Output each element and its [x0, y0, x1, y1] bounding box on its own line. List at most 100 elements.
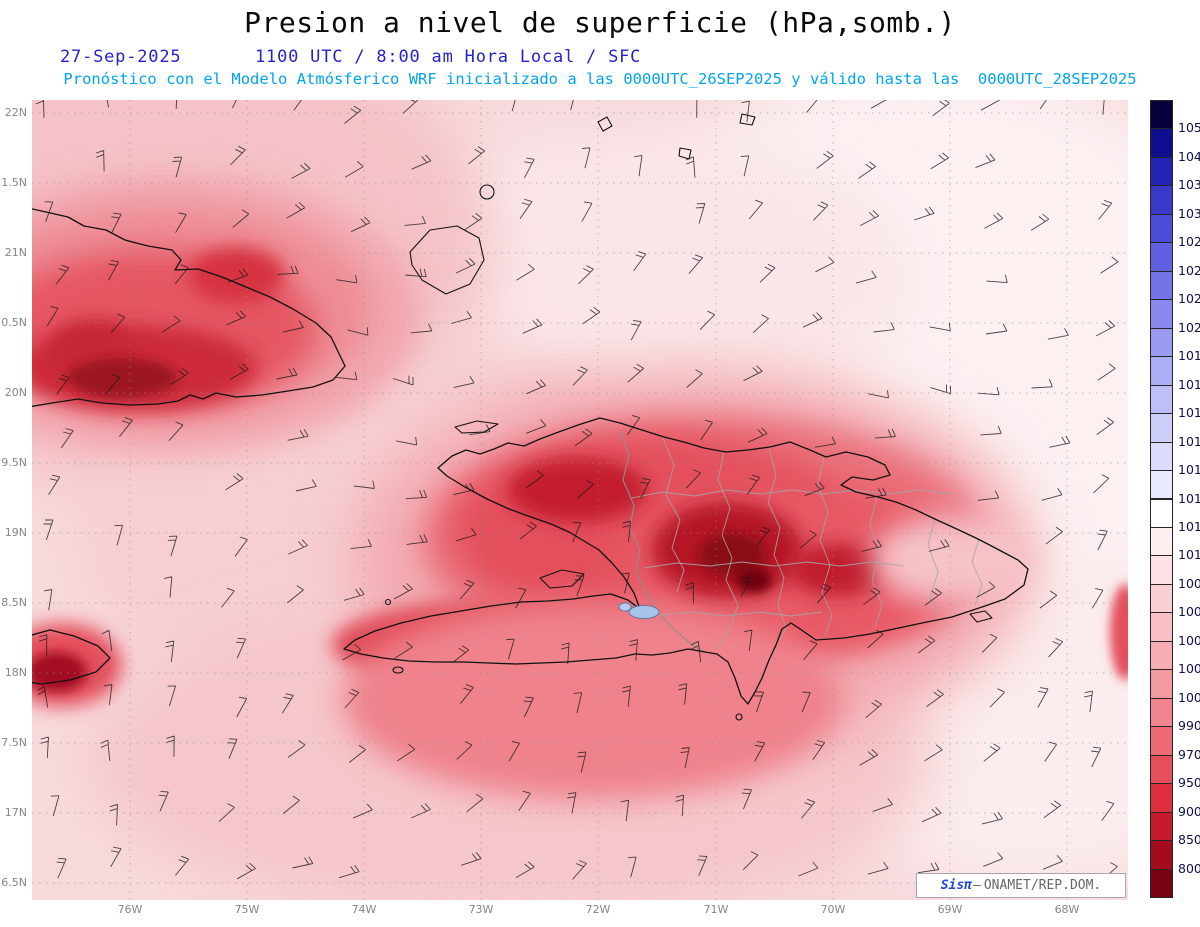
lakes — [618, 602, 660, 619]
colorbar-value: 1000 — [1178, 689, 1200, 705]
lon-label: 73W — [468, 903, 494, 916]
colorbar-cell — [1150, 100, 1173, 130]
jamaica-coastline — [32, 629, 111, 685]
colorbar-cell — [1150, 754, 1173, 785]
colorbar-cell — [1150, 128, 1173, 158]
lat-label: 18N — [4, 666, 27, 679]
colorbar-cell — [1150, 526, 1173, 557]
lon-label: 74W — [351, 903, 377, 916]
page-title: Presion a nivel de superficie (hPa,somb.… — [244, 6, 956, 39]
colorbar-cell — [1150, 498, 1173, 528]
colorbar-value: 1028 — [1178, 234, 1200, 250]
pressure-shading — [32, 100, 1128, 900]
lon-label: 68W — [1054, 903, 1080, 916]
colorbar-value: 1030 — [1178, 205, 1200, 221]
colorbar-cell — [1150, 811, 1173, 842]
lat-label: 0.5N — [1, 316, 27, 329]
lat-label: 21N — [4, 246, 27, 259]
grid-lines — [32, 100, 1128, 900]
lon-label: 69W — [937, 903, 963, 916]
colorbar-value: 1008 — [1178, 575, 1200, 591]
colorbar-cell — [1150, 555, 1173, 585]
watermark-separator: – — [973, 878, 981, 893]
coastlines — [32, 208, 1029, 705]
lat-label: 6.5N — [1, 876, 27, 889]
lat-label: 19N — [4, 526, 27, 539]
colorbar-value: 1010 — [1178, 547, 1200, 563]
colorbar-value: 1006 — [1178, 604, 1200, 620]
wind-barbs — [35, 100, 1119, 881]
lat-label: 20N — [4, 386, 27, 399]
colorbar-value: 1040 — [1178, 148, 1200, 164]
province-borders — [619, 430, 983, 653]
colorbar-cell — [1150, 242, 1173, 272]
colorbar-value: 1020 — [1178, 319, 1200, 335]
model-info-line: Pronóstico con el Modelo Atmósferico WRF… — [63, 70, 1137, 88]
hispaniola-coastline — [343, 417, 1029, 705]
colorbar-value: 950 — [1178, 775, 1200, 791]
colorbar-value: 970 — [1178, 746, 1200, 762]
colorbar-value: 1019 — [1178, 348, 1200, 364]
ile-a-vache — [392, 666, 404, 674]
wind-barb-field — [35, 100, 1119, 881]
colorbar-value: 800 — [1178, 860, 1200, 876]
longitude-axis: 76W 75W 74W 73W 72W 71W 70W 69W 68W — [32, 903, 1128, 921]
lat-label: 8.5N — [1, 596, 27, 609]
colorbar-value: 1015 — [1178, 462, 1200, 478]
navassa-islet — [384, 598, 392, 606]
lon-label: 70W — [820, 903, 846, 916]
colorbar-value: 1002 — [1178, 661, 1200, 677]
colorbar-value: 1013 — [1178, 490, 1200, 506]
colorbar-cell — [1150, 299, 1173, 329]
latitude-axis: 22N 1.5N 21N 0.5N 20N 9.5N 19N 8.5N 18N 7.5N 17N 6.… — [0, 100, 29, 900]
small-islands — [384, 113, 993, 721]
colorbar-value: 1025 — [1178, 262, 1200, 278]
lat-label: 17N — [4, 806, 27, 819]
watermark-org: ONAMET/REP.DOM. — [983, 878, 1102, 893]
colorbar-value: 1017 — [1178, 405, 1200, 421]
colorbar-cell — [1150, 384, 1173, 415]
colorbar-value: 1016 — [1178, 433, 1200, 449]
lat-label: 9.5N — [1, 456, 27, 469]
colorbar-cell — [1150, 726, 1173, 756]
colorbar-cell — [1150, 327, 1173, 358]
pressure-map-canvas — [32, 100, 1128, 900]
turks-island-1 — [597, 116, 613, 132]
colorbar-value: 1018 — [1178, 376, 1200, 392]
colorbar-cell — [1150, 697, 1173, 728]
saona-island — [969, 610, 993, 623]
pressure-map — [32, 100, 1128, 900]
lat-label: 1.5N — [1, 176, 27, 189]
colorbar-cell — [1150, 185, 1173, 215]
little-inagua-island — [479, 184, 495, 200]
colorbar-cell — [1150, 783, 1173, 813]
colorbar-cell — [1150, 213, 1173, 244]
colorbar-cell — [1150, 413, 1173, 443]
colorbar-cell — [1150, 441, 1173, 472]
watermark: Sisπ – ONAMET/REP.DOM. — [916, 873, 1126, 898]
lon-label: 75W — [234, 903, 260, 916]
forecast-date: 27-Sep-2025 — [60, 47, 182, 67]
forecast-time: 1100 UTC / 8:00 am Hora Local / SFC — [255, 47, 642, 67]
colorbar-cell — [1150, 612, 1173, 642]
turks-island-3 — [739, 113, 756, 126]
colorbar-value: 1035 — [1178, 177, 1200, 193]
colorbar-value: 1022 — [1178, 291, 1200, 307]
pressure-colorbar: 1050 1040 1035 1030 1028 1025 1022 1020 1019 1018… — [1150, 100, 1200, 899]
colorbar-cell — [1150, 868, 1173, 898]
colorbar-cell — [1150, 270, 1173, 301]
colorbar-value: 990 — [1178, 718, 1200, 734]
beata-islet — [735, 713, 743, 721]
colorbar-value: 1012 — [1178, 518, 1200, 534]
lat-label: 22N — [4, 106, 27, 119]
colorbar-value: 850 — [1178, 832, 1200, 848]
colorbar-cell — [1150, 470, 1173, 500]
cuba-coastline — [32, 208, 346, 407]
tortuga-island — [454, 420, 499, 434]
colorbar-cell — [1150, 640, 1173, 671]
lake-small — [618, 602, 632, 612]
watermark-brand: Sisπ — [940, 878, 973, 893]
colorbar-cell — [1150, 583, 1173, 614]
colorbar-value: 900 — [1178, 803, 1200, 819]
